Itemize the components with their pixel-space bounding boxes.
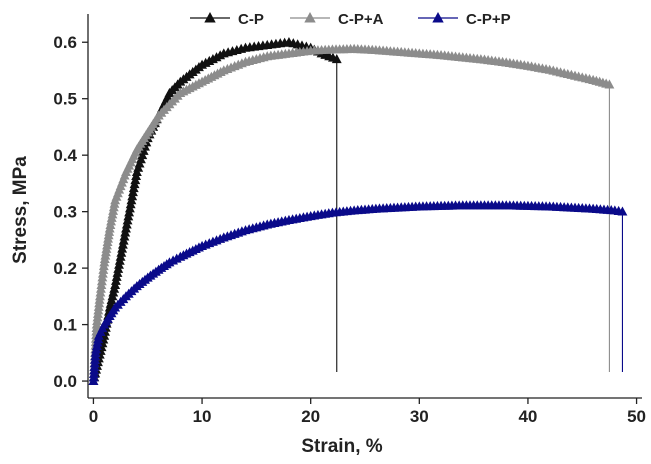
- x-tick-label: 20: [301, 407, 320, 426]
- data-point: [617, 206, 628, 216]
- legend-marker: [204, 12, 216, 23]
- y-tick-label: 0.5: [53, 90, 77, 109]
- series-c-p: [88, 37, 342, 385]
- legend-label: C-P+P: [466, 11, 511, 28]
- y-tick-label: 0.2: [53, 259, 77, 278]
- legend-marker: [432, 12, 444, 23]
- legend: C-P C-P+A C-P+P: [190, 11, 511, 28]
- x-tick-label: 30: [410, 407, 429, 426]
- y-tick-label: 0.4: [53, 146, 77, 165]
- y-tick-label: 0.0: [53, 372, 77, 391]
- ticks-layer: 0 10 20 30 40 50 0.0 0.1 0.2 0.3 0.4 0.5 0.6: [53, 33, 646, 426]
- legend-item: C-P+P: [418, 11, 511, 28]
- data-point: [331, 53, 342, 64]
- legend-item: C-P: [190, 11, 264, 28]
- y-tick-label: 0.1: [53, 316, 77, 335]
- data-point: [604, 79, 615, 89]
- y-axis-title: Stress, MPa: [10, 156, 31, 264]
- legend-label: C-P+A: [338, 11, 384, 28]
- y-tick-label: 0.6: [53, 33, 77, 52]
- y-tick-label: 0.3: [53, 203, 77, 222]
- series-c-p-plus-p: [88, 200, 628, 385]
- fracture-lines: [336, 57, 623, 372]
- x-axis-title: Strain, %: [301, 436, 382, 457]
- x-tick-label: 40: [518, 407, 537, 426]
- legend-marker: [304, 12, 316, 23]
- x-tick-label: 0: [89, 407, 98, 426]
- axes-layer: [87, 14, 642, 399]
- legend-item: C-P+A: [290, 11, 384, 28]
- legend-label: C-P: [238, 11, 264, 28]
- series-layer: [88, 37, 628, 385]
- x-tick-label: 50: [627, 407, 646, 426]
- x-tick-label: 10: [193, 407, 212, 426]
